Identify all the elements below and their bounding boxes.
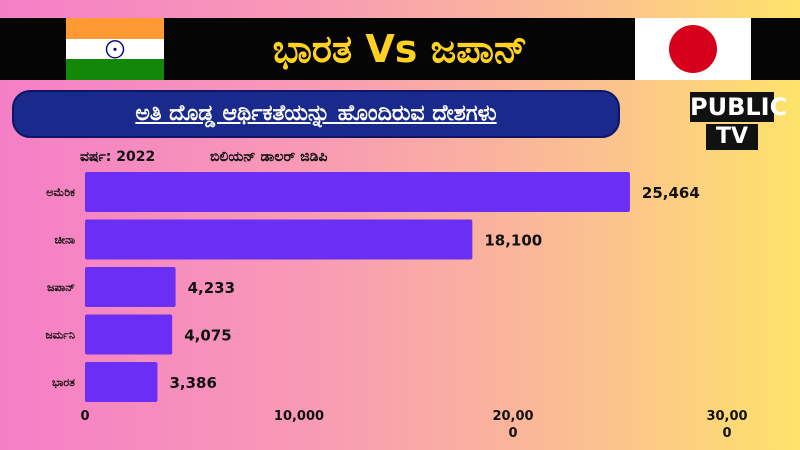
x-tick-label: 20,00: [492, 409, 533, 424]
value-label: 25,464: [642, 184, 700, 202]
subtitle: ಅತಿ ದೊಡ್ಡ ಆರ್ಥಿಕತೆಯನ್ನು ಹೊಂದಿರುವ ದೇಶಗಳು: [135, 101, 497, 126]
subtitle-banner: ಅತಿ ದೊಡ್ಡ ಆರ್ಥಿಕತೆಯನ್ನು ಹೊಂದಿರುವ ದೇಶಗಳು: [12, 90, 620, 138]
category-label: ಅಮೆರಿಕ: [46, 186, 75, 199]
year-annotation: ವರ್ಷ: 2022: [80, 149, 156, 165]
bar-2: [85, 219, 473, 260]
value-label: 4,233: [188, 279, 235, 297]
category-label: ಜಪಾನ್: [47, 281, 75, 294]
x-tick-label: 0: [508, 426, 517, 441]
category-label: ಚೀನಾ: [54, 234, 75, 247]
x-tick-label: 10,000: [274, 409, 324, 424]
bar-1: [85, 172, 630, 212]
value-label: 4,075: [184, 327, 231, 345]
category-label: ಭಾರತ: [52, 376, 75, 389]
public-tv-logo: PUBLIC TV: [690, 92, 788, 150]
category-label: ಜರ್ಮನಿ: [45, 329, 75, 342]
india-flag-icon: [66, 18, 164, 80]
japan-flag-icon: [635, 18, 751, 80]
value-label: 18,100: [484, 232, 542, 250]
x-tick-label: 0: [80, 409, 89, 424]
bar-4: [85, 314, 173, 355]
unit-annotation: ಬಿಲಿಯನ್ ಡಾಲರ್ ಜಿಡಿಪಿ: [210, 149, 328, 165]
bar-5: [85, 362, 158, 402]
value-label: 3,386: [169, 374, 216, 392]
bar-3: [85, 267, 176, 307]
x-tick-label: 0: [722, 426, 731, 441]
page-title: ಭಾರತ Vs ಜಪಾನ್: [272, 27, 528, 71]
x-tick-label: 30,00: [706, 409, 747, 424]
